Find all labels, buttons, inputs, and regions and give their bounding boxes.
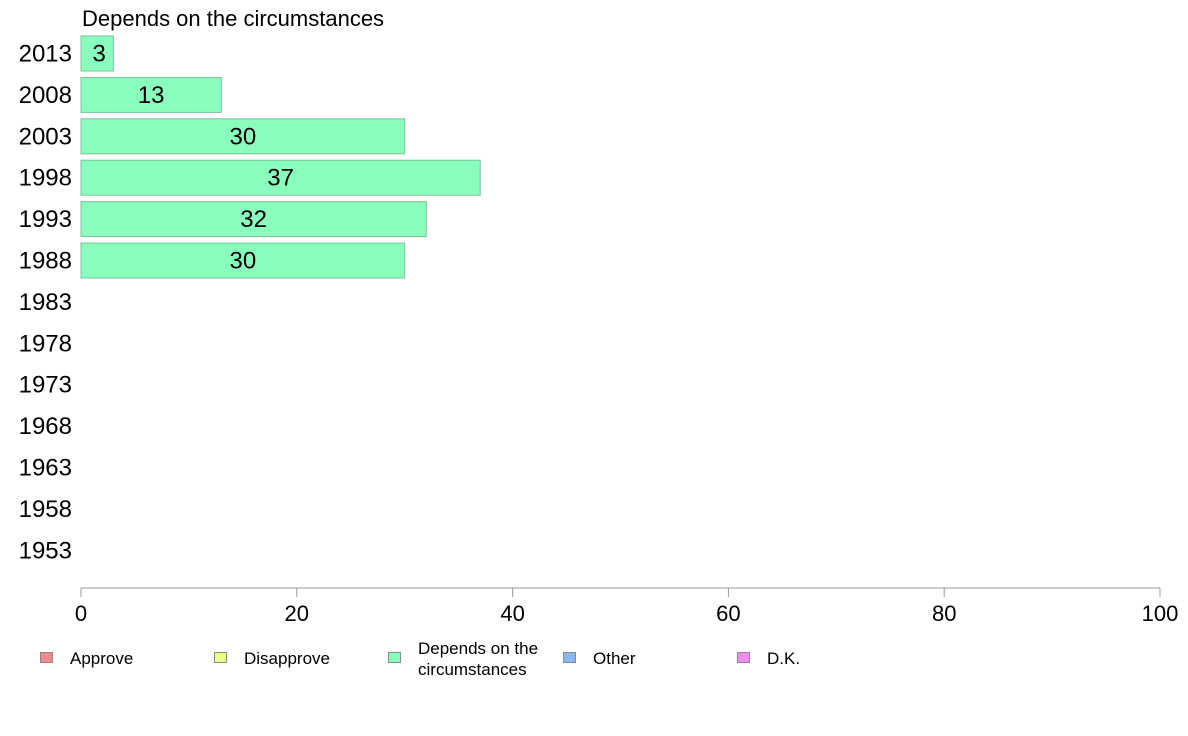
legend-swatch-disapprove [214,652,227,663]
legend-label-depends: Depends on the circumstances [418,639,539,679]
y-tick-label: 2008 [19,82,72,109]
x-tick-label: 20 [285,601,309,626]
y-tick-label: 2013 [19,41,72,68]
bar [80,201,427,238]
data-label: 13 [138,82,165,109]
data-label: 32 [240,206,267,233]
y-tick-label: 1983 [19,289,72,316]
data-label: 30 [229,123,256,150]
x-tick-label: 60 [716,601,740,626]
data-label: 37 [267,165,294,192]
legend-label-approve: Approve [70,649,134,668]
data-label: 30 [229,248,256,275]
y-tick-label: 1998 [19,165,72,192]
bar [80,159,481,196]
bar [80,242,406,279]
x-tick-label: 80 [932,601,956,626]
y-tick-label: 1988 [19,248,72,275]
legend-swatch-other [563,652,576,663]
y-tick-label: 1958 [19,496,72,523]
chart-title: Depends on the circumstances [82,6,385,31]
legend-swatch-depends [388,652,401,663]
y-tick-label: 2003 [19,123,72,150]
legend-swatch-approve [40,652,53,663]
y-tick-label: 1953 [19,537,72,564]
y-tick-label: 1963 [19,455,72,482]
legend: Approve Disapprove Depends on the circum… [0,636,1188,696]
legend-swatch-dk [737,652,750,663]
bar [80,118,406,155]
y-tick-label: 1993 [19,206,72,233]
x-tick-label: 0 [75,601,87,626]
legend-label-dk: D.K. [767,649,801,668]
bar [80,35,114,72]
legend-label-other: Other [593,649,636,668]
y-tick-label: 1968 [19,413,72,440]
y-tick-label: 1973 [19,372,72,399]
legend-label-disapprove: Disapprove [244,649,330,668]
data-label: 3 [93,41,106,68]
bar [80,76,222,113]
y-tick-label: 1978 [19,330,72,357]
x-tick-label: 100 [1142,601,1179,626]
x-tick-label: 40 [500,601,524,626]
